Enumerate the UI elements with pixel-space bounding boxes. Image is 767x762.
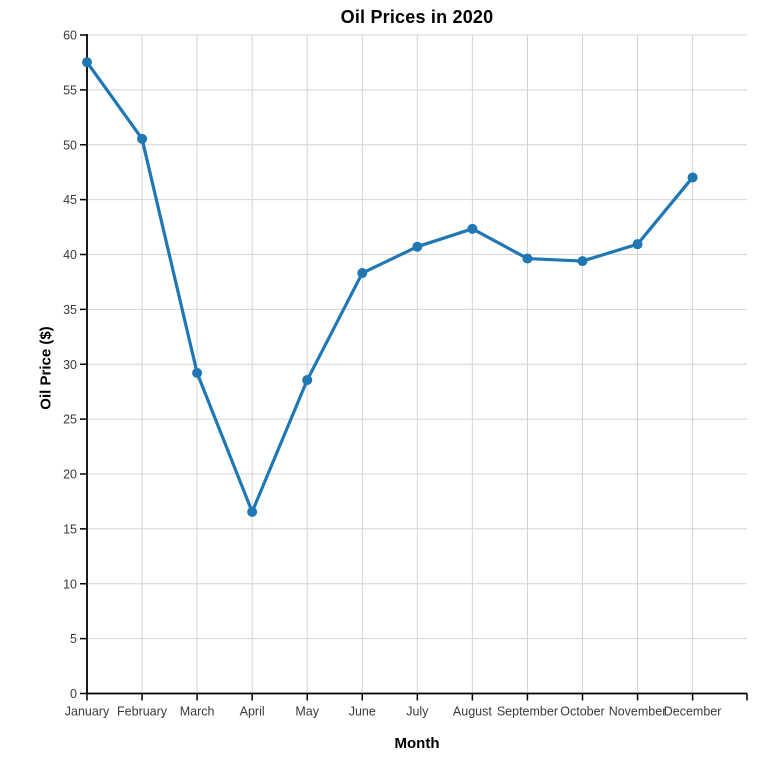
x-tick-label: June [349, 705, 376, 719]
y-tick-label: 15 [63, 522, 77, 536]
data-point [247, 506, 258, 517]
y-tick-label: 30 [63, 358, 77, 372]
y-tick-label: 5 [70, 632, 77, 646]
y-tick-label: 0 [70, 687, 77, 701]
x-axis-title: Month [394, 735, 440, 752]
y-tick-label: 60 [63, 29, 77, 43]
y-tick-label: 40 [63, 248, 77, 262]
data-point [522, 253, 533, 264]
data-point [467, 223, 478, 234]
x-tick-label: October [560, 705, 604, 719]
y-tick-label: 10 [63, 577, 77, 591]
x-tick-label: January [65, 705, 110, 719]
x-tick-label: November [609, 705, 667, 719]
y-tick-label: 55 [63, 83, 77, 97]
x-tick-label: April [240, 705, 265, 719]
data-point [82, 57, 92, 68]
y-tick-label: 35 [63, 303, 77, 317]
y-tick-label: 25 [63, 413, 77, 427]
data-line [85, 60, 695, 514]
data-point [632, 239, 643, 250]
data-point [192, 367, 203, 378]
x-tick-label: August [453, 705, 492, 719]
data-point [357, 268, 368, 279]
x-tick-label: February [117, 705, 168, 719]
data-point [577, 256, 588, 267]
chart-title: Oil Prices in 2020 [340, 7, 494, 27]
x-tick-label: May [295, 705, 319, 719]
data-point [302, 375, 313, 386]
y-tick-label: 20 [63, 468, 77, 482]
data-point [687, 172, 698, 183]
data-point [412, 241, 423, 252]
x-tick-label: July [406, 705, 429, 719]
x-tick-label: March [180, 705, 215, 719]
y-tick-label: 50 [63, 138, 77, 152]
data-point [137, 133, 148, 144]
x-tick-label: December [664, 705, 722, 719]
x-tick-label: September [497, 705, 558, 719]
y-tick-label: 45 [63, 193, 77, 207]
